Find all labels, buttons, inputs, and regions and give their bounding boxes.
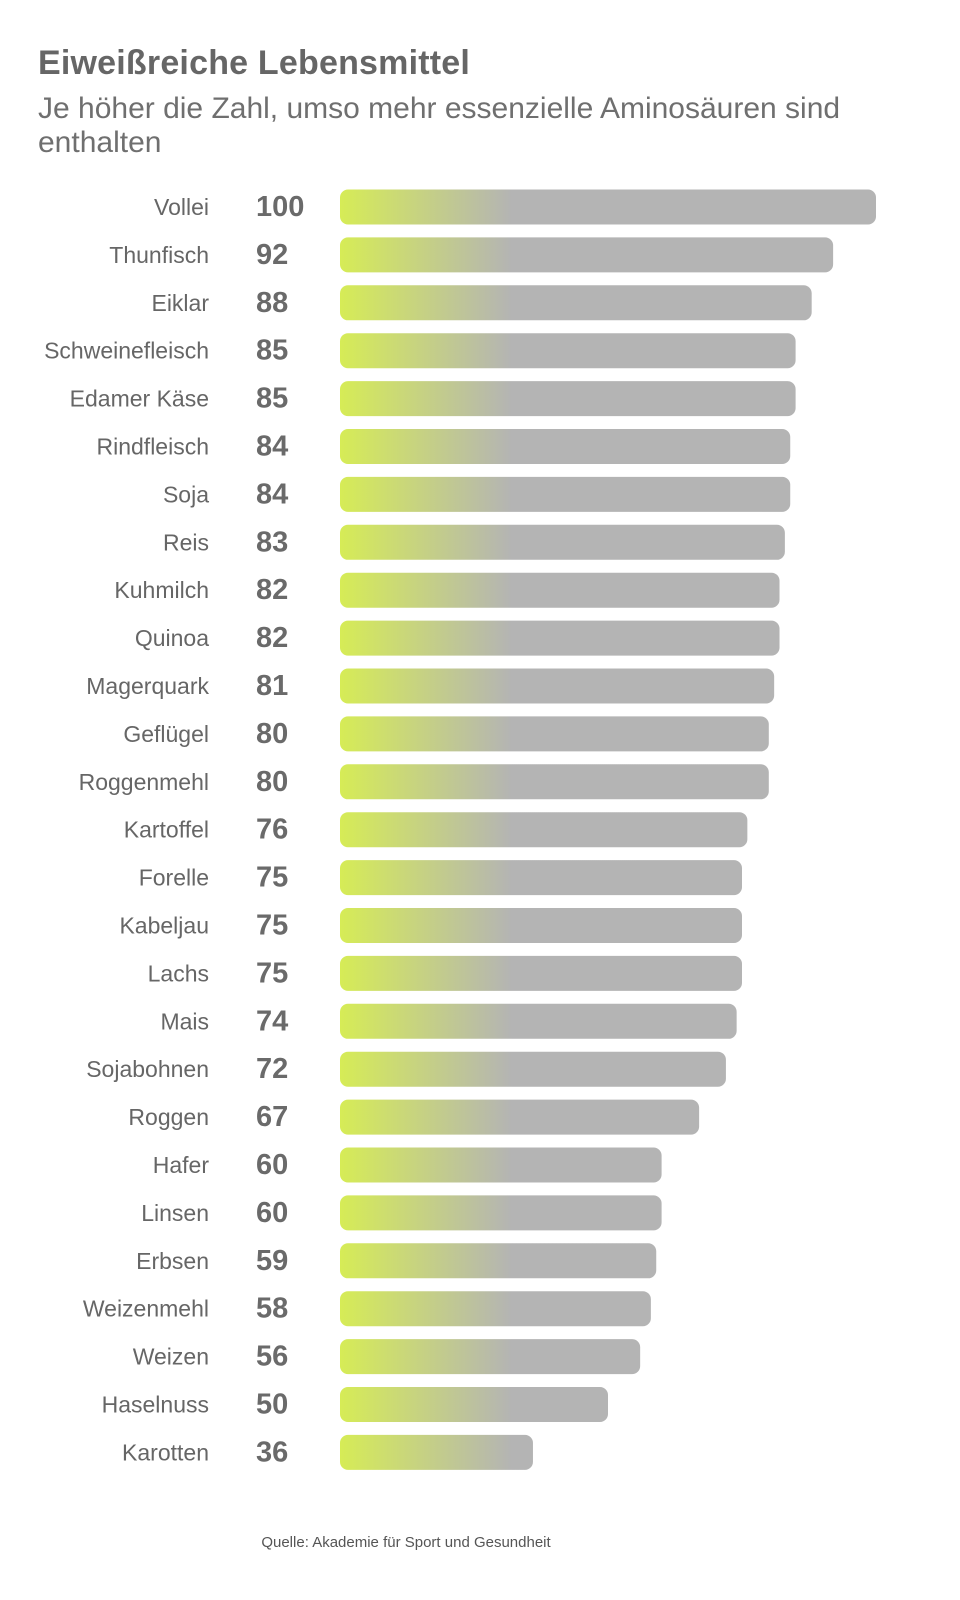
bar xyxy=(340,955,742,991)
bar xyxy=(340,668,775,704)
category-label: Linsen xyxy=(141,1200,209,1226)
bar xyxy=(340,429,791,464)
category-label: Geflügel xyxy=(123,721,209,747)
value-label: 58 xyxy=(256,1293,288,1325)
category-label: Hafer xyxy=(153,1152,210,1178)
category-label: Magerquark xyxy=(86,673,209,699)
value-label: 88 xyxy=(256,287,288,319)
category-label: Reis xyxy=(163,529,209,555)
bar xyxy=(340,1243,657,1279)
bar xyxy=(340,572,780,608)
category-label: Kabeljau xyxy=(119,913,209,939)
bar xyxy=(340,620,780,656)
category-label: Mais xyxy=(160,1008,209,1034)
value-label: 60 xyxy=(256,1197,288,1229)
bar xyxy=(340,189,876,225)
category-label: Kuhmilch xyxy=(114,577,209,603)
bar xyxy=(340,1099,700,1135)
value-label: 50 xyxy=(256,1389,288,1421)
category-label: Karotten xyxy=(122,1439,209,1465)
value-label: 76 xyxy=(256,814,288,846)
bar xyxy=(340,1291,651,1327)
chart-subtitle: Je höher die Zahl, umso mehr essenzielle… xyxy=(38,92,841,159)
category-label: Haselnuss xyxy=(102,1392,209,1418)
bar xyxy=(340,1195,662,1231)
category-label: Weizen xyxy=(133,1344,209,1370)
category-label: Forelle xyxy=(139,865,209,891)
category-label: Quinoa xyxy=(135,625,209,651)
bar xyxy=(340,860,742,896)
value-label: 84 xyxy=(256,431,288,463)
bar xyxy=(340,476,791,512)
category-label: Rindfleisch xyxy=(97,434,210,460)
category-label: Sojabohnen xyxy=(86,1056,209,1082)
value-label: 59 xyxy=(256,1245,288,1277)
category-label: Weizenmehl xyxy=(83,1296,209,1322)
bar xyxy=(340,1339,641,1375)
value-label: 56 xyxy=(256,1341,288,1373)
value-label: 84 xyxy=(256,478,288,510)
bar xyxy=(340,1387,608,1422)
value-label: 82 xyxy=(256,574,288,606)
bar xyxy=(340,237,834,273)
chart-title: Eiweißreiche Lebensmittel xyxy=(38,44,471,82)
value-label: 100 xyxy=(256,191,304,223)
value-label: 82 xyxy=(256,622,288,654)
bar xyxy=(340,381,796,417)
value-label: 36 xyxy=(256,1436,288,1468)
category-label: Roggenmehl xyxy=(79,769,209,795)
category-label: Eiklar xyxy=(151,290,209,316)
bar xyxy=(340,1147,662,1183)
category-label: Soja xyxy=(163,481,209,507)
source-note: Quelle: Akademie für Sport und Gesundhei… xyxy=(261,1534,551,1551)
category-label: Vollei xyxy=(154,194,209,220)
bar xyxy=(340,716,769,752)
value-label: 85 xyxy=(256,335,288,367)
category-label: Schweinefleisch xyxy=(44,338,209,364)
bar xyxy=(340,285,812,321)
category-label: Edamer Käse xyxy=(70,386,209,412)
bar xyxy=(340,524,785,560)
value-label: 81 xyxy=(256,670,288,702)
category-label: Kartoffel xyxy=(124,817,209,843)
category-label: Lachs xyxy=(148,960,209,986)
category-label: Thunfisch xyxy=(109,242,209,268)
value-label: 80 xyxy=(256,718,288,750)
bar xyxy=(340,1003,737,1039)
bar xyxy=(340,333,796,369)
bar xyxy=(340,1051,726,1087)
value-label: 92 xyxy=(256,239,288,271)
value-label: 74 xyxy=(256,1005,288,1037)
bar xyxy=(340,1434,533,1470)
bars-group: Vollei 100 Thunfisch 92 Eiklar 88 Schweineflei… xyxy=(44,189,876,1470)
value-label: 83 xyxy=(256,526,288,558)
bar xyxy=(340,812,748,848)
category-label: Erbsen xyxy=(136,1248,209,1274)
value-label: 75 xyxy=(256,910,288,942)
value-label: 75 xyxy=(256,862,288,894)
value-label: 85 xyxy=(256,383,288,415)
value-label: 72 xyxy=(256,1053,288,1085)
value-label: 80 xyxy=(256,766,288,798)
value-label: 75 xyxy=(256,957,288,989)
bar xyxy=(340,764,769,800)
value-label: 60 xyxy=(256,1149,288,1181)
category-label: Roggen xyxy=(128,1104,209,1130)
bar xyxy=(340,908,742,943)
value-label: 67 xyxy=(256,1101,288,1133)
